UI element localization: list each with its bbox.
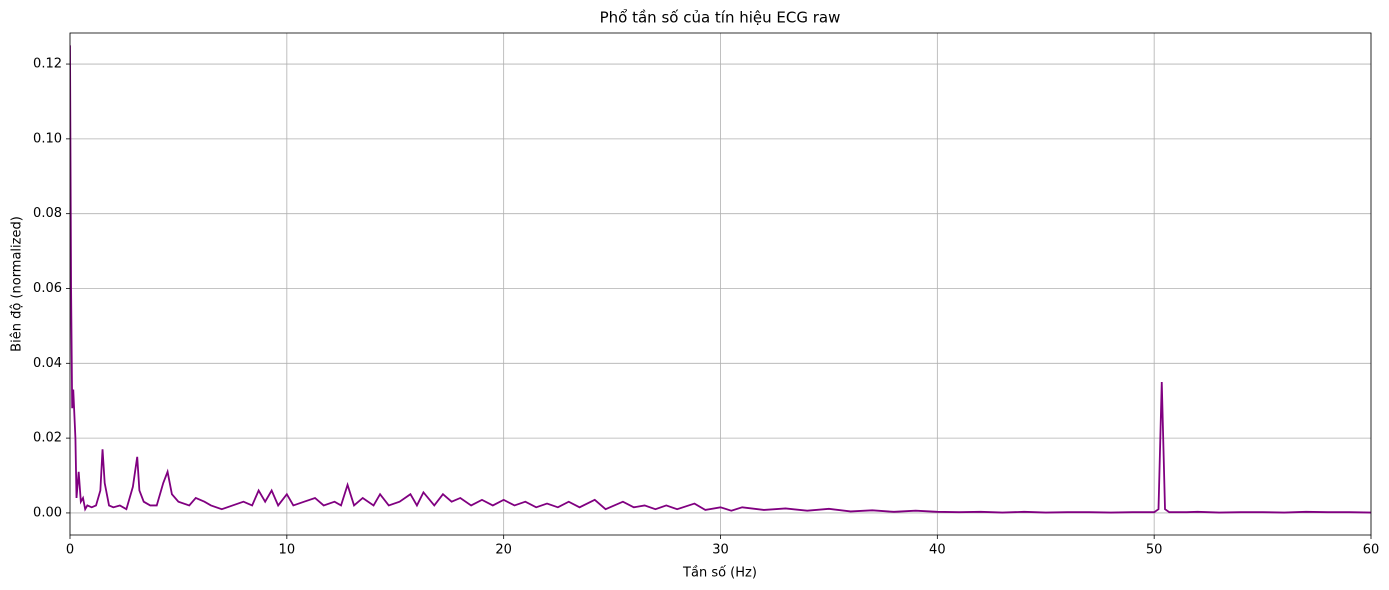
y-tick-label: 0.06 xyxy=(33,281,62,296)
x-axis-label: Tần số (Hz) xyxy=(682,566,757,581)
chart-title: Phổ tần số của tín hiệu ECG raw xyxy=(600,9,841,27)
y-tick-label: 0.02 xyxy=(33,431,62,446)
y-axis-label: Biên độ (normalized) xyxy=(10,216,25,352)
x-tick-label: 10 xyxy=(279,543,296,558)
y-tick-label: 0.10 xyxy=(33,131,62,146)
x-tick-label: 40 xyxy=(929,543,946,558)
spectrum-line xyxy=(70,45,1371,514)
x-tick-label: 30 xyxy=(712,543,729,558)
x-tick-label: 20 xyxy=(495,543,512,558)
plot-frame xyxy=(69,32,1372,536)
x-tick-label: 0 xyxy=(66,543,74,558)
y-tick-label: 0.12 xyxy=(33,57,62,72)
x-tick-label: 50 xyxy=(1146,543,1163,558)
y-tick-label: 0.08 xyxy=(33,206,62,221)
y-tick-label: 0.04 xyxy=(33,356,62,371)
x-tick-label: 60 xyxy=(1363,543,1380,558)
y-tick-label: 0.00 xyxy=(33,505,62,520)
